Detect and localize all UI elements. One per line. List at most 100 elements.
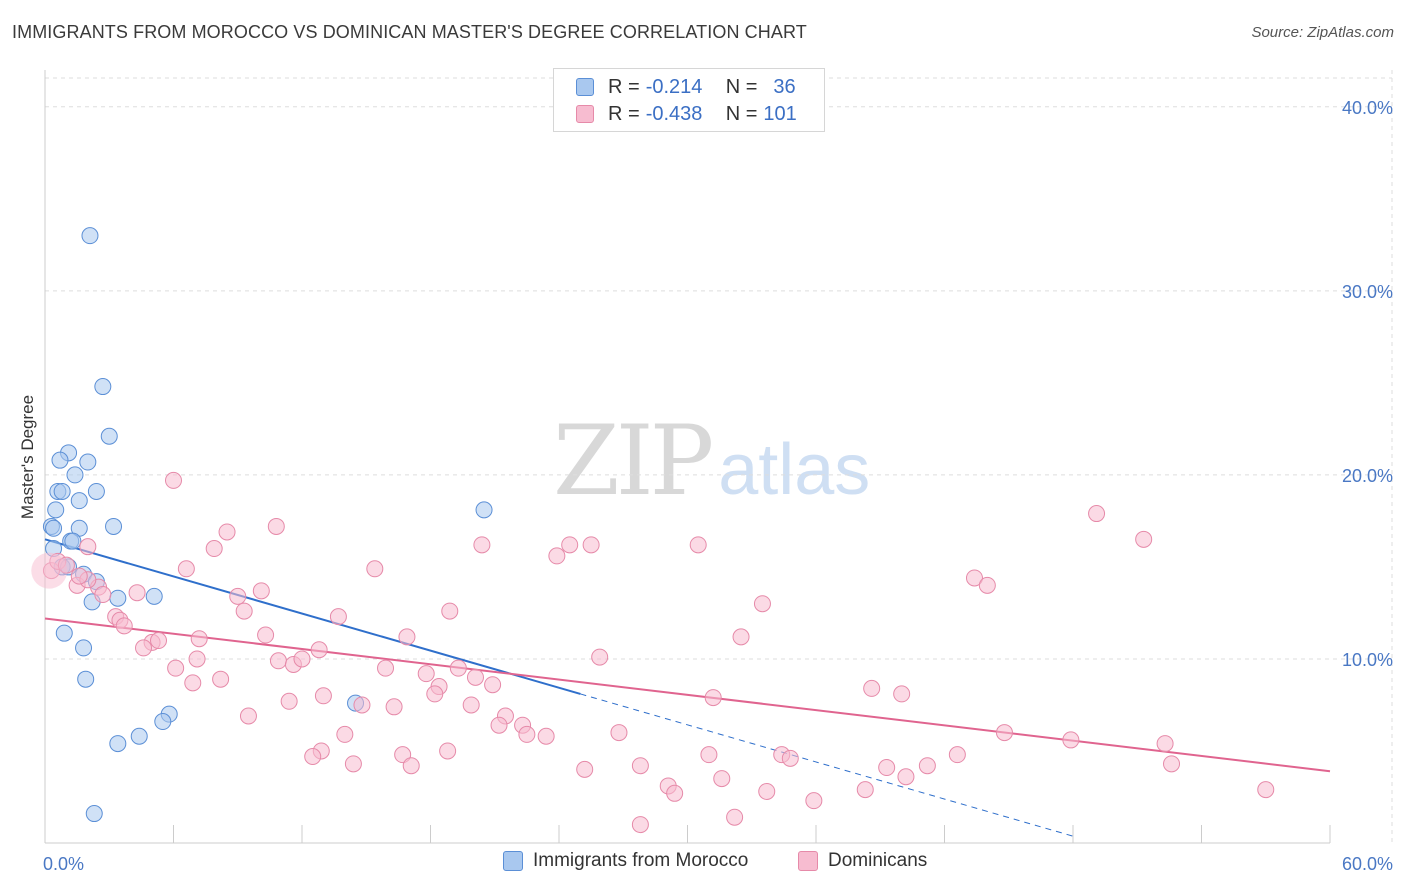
point-dominicans [781,749,799,767]
point-dominicans [167,659,185,677]
point-dominicans [484,676,502,694]
point-dominicans [1135,530,1153,548]
bottom-legend-swatch-dominicans [798,851,818,871]
label-layer: 10.0% 20.0% 30.0% 40.0% 0.0% 60.0% Master's De… [18,98,1393,874]
point-dominicans [978,576,996,594]
point-dominicans [548,547,566,565]
point-dominicans-cluster [31,552,68,589]
point-dominicans [700,746,718,764]
point-dominicans [893,685,911,703]
point-dominicans [704,689,722,707]
point-dominicans [304,747,322,765]
point-dominicans [591,648,609,666]
point-dominicans [267,517,285,535]
point-dominicans [537,727,555,745]
point-morocco [53,482,71,500]
point-morocco [105,517,123,535]
point-morocco [47,501,65,519]
point-dominicans [150,632,168,650]
point-dominicans [1163,755,1181,773]
points-layer [31,227,1275,834]
bottom-legend-label-dominicans: Dominicans [828,850,928,871]
trend-line-morocco [44,538,581,695]
trend-line-morocco-extension [580,693,1074,837]
point-dominicans [229,587,247,605]
point-dominicans [385,698,403,716]
point-dominicans [995,724,1013,742]
legend-r-value: -0.214 [645,75,703,98]
legend-swatch-morocco [576,78,594,96]
y-axis-label: Master's Degree [18,395,37,519]
point-dominicans [128,584,146,602]
point-dominicans [441,602,459,620]
point-dominicans [462,696,480,714]
legend-row-morocco: R = -0.214 N = 36 [576,74,796,100]
point-dominicans [426,685,444,703]
point-morocco [85,805,103,823]
point-dominicans [631,757,649,775]
point-dominicans [212,670,230,688]
point-dominicans [918,757,936,775]
point-dominicans [576,760,594,778]
point-morocco [154,713,172,731]
point-morocco [64,532,82,550]
point-dominicans [732,628,750,646]
y-tick-label: 40.0% [1342,98,1393,118]
point-morocco [66,466,84,484]
point-dominicans [713,770,731,788]
legend-r-label: R = [608,102,640,125]
point-dominicans [344,755,362,773]
source-label: Source: ZipAtlas.com [1251,24,1394,41]
point-morocco [100,427,118,445]
point-dominicans [280,692,298,710]
chart-title: IMMIGRANTS FROM MOROCCO VS DOMINICAN MAS… [12,22,807,42]
axis-layer [44,70,1331,844]
legend-row-dominicans: R = -0.438 N = 101 [576,101,797,127]
x-tick-label: 0.0% [43,854,84,874]
point-morocco [75,639,93,657]
point-dominicans [856,781,874,799]
point-dominicans [965,569,983,587]
point-dominicans [188,650,206,668]
point-dominicans [252,582,270,600]
point-dominicans [94,586,112,604]
point-dominicans [184,674,202,692]
trend-line-dominicans [44,617,1331,773]
point-dominicans [417,665,435,683]
point-dominicans [449,659,467,677]
point-dominicans [518,725,536,743]
point-morocco [51,451,69,469]
point-dominicans [353,696,371,714]
trend-layer [44,538,1331,837]
point-dominicans [1156,735,1174,753]
point-dominicans [1257,781,1275,799]
point-morocco [109,589,127,607]
point-dominicans [135,639,153,657]
point-dominicans [666,784,684,802]
point-morocco [94,378,112,396]
point-dominicans [878,759,896,777]
point-morocco [475,501,493,519]
point-dominicans [310,641,328,659]
point-dominicans [218,523,236,541]
point-dominicans [863,679,881,697]
legend-swatch-dominicans [576,105,594,123]
point-dominicans [582,536,600,554]
point-morocco [79,453,97,471]
point-morocco [45,519,63,537]
point-dominicans [753,595,771,613]
point-morocco [109,735,127,753]
point-dominicans [115,617,133,635]
point-dominicans [561,536,579,554]
grid-layer [45,70,1393,843]
bottom-legend-swatch-morocco [503,851,523,871]
point-dominicans [329,608,347,626]
point-dominicans [610,724,628,742]
point-dominicans [398,628,416,646]
point-dominicans [1088,505,1106,523]
point-dominicans [235,602,253,620]
bottom-legend-dominicans: Dominicans [798,850,927,872]
legend-n-value: 36 [773,75,796,98]
point-dominicans [726,808,744,826]
point-dominicans [377,659,395,677]
